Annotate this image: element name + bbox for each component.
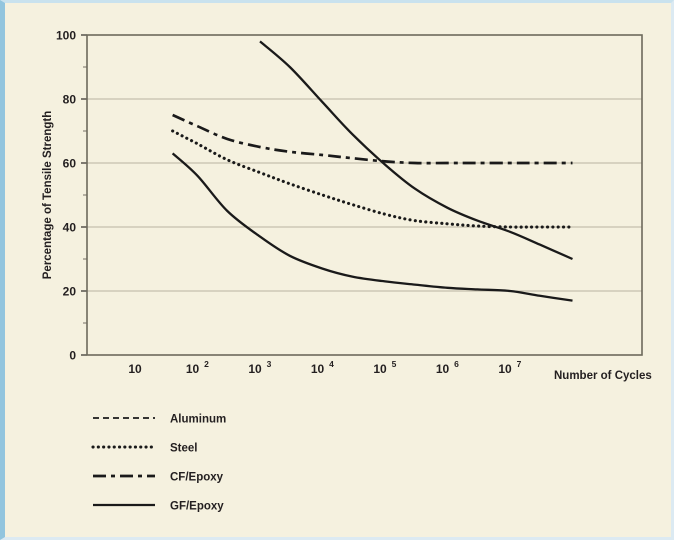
y-axis-title: Percentage of Tensile Strength (42, 111, 54, 280)
x-tick-label: 10 (498, 362, 512, 376)
x-tick-label-group: 10 3 (248, 359, 271, 376)
x-tick-exponent: 4 (329, 359, 334, 369)
data-series-group (171, 40, 575, 302)
x-tick-label-group: 10 2 (186, 359, 209, 376)
legend-label-gf-epoxy: GF/Epoxy (170, 501, 224, 513)
y-tick-label: 0 (69, 349, 76, 363)
x-tick-label-group: 10 7 (498, 359, 521, 376)
x-tick-label: 10 (373, 362, 387, 376)
x-tick-label-group: 10 5 (373, 359, 396, 376)
y-tick-label: 20 (63, 285, 77, 299)
x-axis-title: Number of Cycles (554, 370, 652, 382)
x-tick-label-group: 10 4 (311, 359, 334, 376)
x-tick-label: 10 (436, 362, 450, 376)
x-tick-label: 10 (248, 362, 262, 376)
legend-item: GF/Epoxy (93, 501, 224, 513)
x-tick-exponent: 6 (454, 359, 459, 369)
series-gf-epoxy (259, 40, 573, 261)
chart-legend: Aluminum Steel CF/Epoxy GF/Epoxy (91, 414, 226, 513)
x-tick-exponent: 5 (392, 359, 397, 369)
y-tick-label: 100 (56, 29, 76, 43)
y-axis-major-ticks (81, 34, 87, 356)
x-tick-label: 10 (186, 362, 200, 376)
series-aluminum (171, 152, 573, 302)
x-tick-label: 10 (128, 362, 142, 376)
x-tick-label: 10 (311, 362, 325, 376)
x-tick-exponent: 2 (204, 359, 209, 369)
legend-item: Aluminum (93, 414, 226, 426)
plot-frame (86, 34, 643, 356)
y-tick-label: 40 (63, 221, 77, 235)
y-axis-tick-labels: 0 20 40 60 80 100 (56, 29, 76, 363)
legend-label-cf-epoxy: CF/Epoxy (170, 472, 224, 484)
legend-label-steel: Steel (170, 443, 198, 455)
legend-item: CF/Epoxy (93, 472, 224, 484)
series-cf-epoxy (172, 113, 573, 165)
chart-canvas: 0 20 40 60 80 100 10 10 2 10 3 10 4 10 5 10 6 10 7 Percen… (42, 29, 652, 513)
series-steel (171, 129, 575, 229)
legend-item: Steel (91, 443, 198, 455)
legend-label-aluminum: Aluminum (170, 414, 226, 426)
x-axis-tick-labels: 10 10 2 10 3 10 4 10 5 10 6 10 7 (128, 359, 521, 376)
x-tick-exponent: 3 (267, 359, 272, 369)
x-tick-label-group: 10 (128, 362, 142, 376)
y-tick-label: 60 (63, 157, 77, 171)
y-tick-label: 80 (63, 93, 77, 107)
x-tick-exponent: 7 (517, 359, 522, 369)
x-tick-label-group: 10 6 (436, 359, 459, 376)
